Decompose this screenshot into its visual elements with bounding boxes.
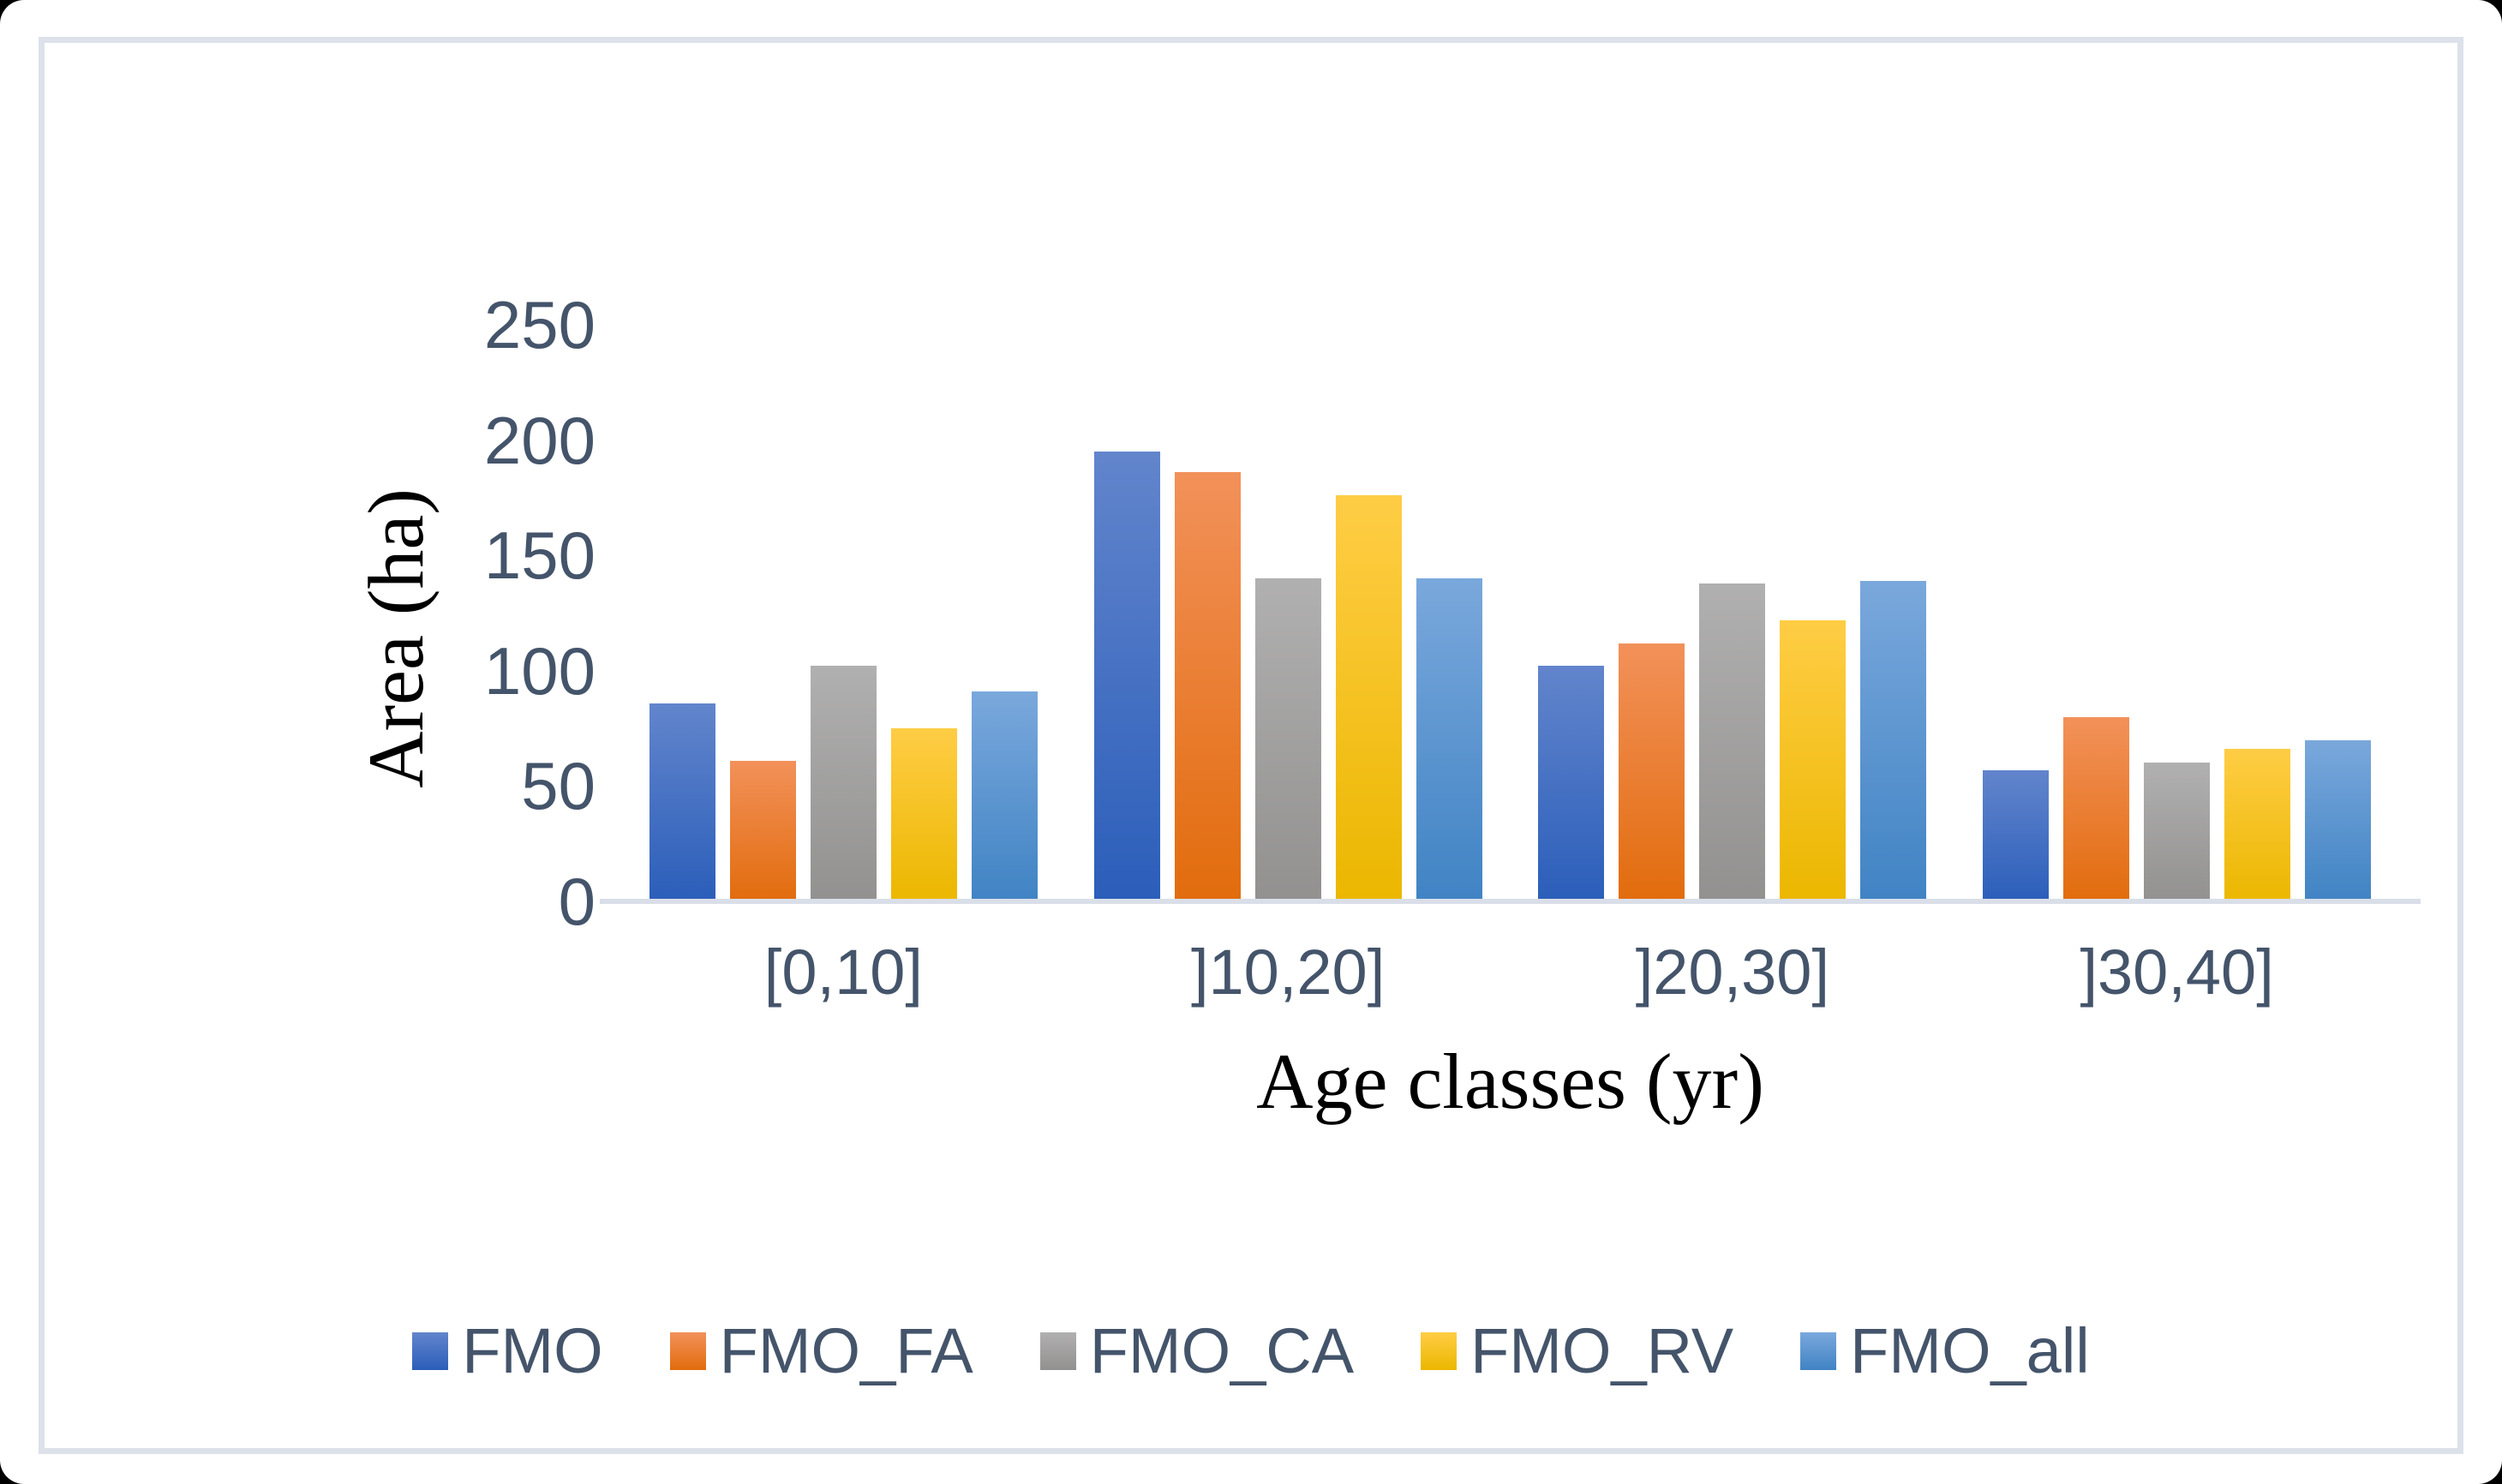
category-label: [0,10] xyxy=(763,936,923,1008)
bar-group-]20,30] xyxy=(1511,325,1955,901)
legend-swatch-FMO_RV xyxy=(1421,1332,1458,1370)
plot-area xyxy=(600,325,2421,904)
chart-border-frame xyxy=(39,37,2463,1454)
bar-groups xyxy=(621,325,2399,901)
legend-swatch-FMO_all xyxy=(1800,1332,1837,1370)
y-tick-label: 250 xyxy=(483,287,596,362)
legend-label: FMO_CA xyxy=(1089,1315,1355,1386)
bar-FMO_CA xyxy=(1254,578,1321,901)
y-tick-label: 50 xyxy=(521,748,596,824)
bar-FMO_FA xyxy=(1174,472,1241,901)
legend-item-FMO_all: FMO_all xyxy=(1800,1319,2090,1383)
bar-FMO_CA xyxy=(2144,763,2211,901)
y-tick-label: 100 xyxy=(483,632,596,709)
x-axis-title: Age classes (yr) xyxy=(1256,1038,1764,1125)
legend-label: FMO_FA xyxy=(719,1315,973,1386)
legend-item-FMO_RV: FMO_RV xyxy=(1421,1319,1733,1383)
bar-FMO_CA xyxy=(1699,583,1766,901)
legend-swatch-FMO_CA xyxy=(1039,1332,1076,1370)
bar-FMO_RV xyxy=(890,728,957,901)
bar-FMO_RV xyxy=(1780,619,1847,901)
y-tick-label: 150 xyxy=(483,518,596,594)
y-tick-label: 200 xyxy=(483,402,596,478)
y-tick-label: 0 xyxy=(558,864,596,939)
legend: FMO FMO_FA FMO_CA FMO_RV FMO_all xyxy=(0,1319,2502,1383)
bar-FMO_FA xyxy=(1619,643,1685,901)
bar-FMO_all xyxy=(2305,739,2372,901)
category-labels: [0,10] ]10,20] ]20,30] ]30,40] xyxy=(621,936,2399,1008)
bar-FMO_FA xyxy=(2063,716,2130,901)
legend-label: FMO_RV xyxy=(1470,1315,1734,1386)
legend-item-FMO_FA: FMO_FA xyxy=(669,1315,973,1386)
legend-item-FMO_CA: FMO_CA xyxy=(1039,1315,1355,1386)
bar-group-]10,20] xyxy=(1066,325,1511,901)
category-label: ]10,20] xyxy=(1190,936,1386,1008)
bar-FMO xyxy=(649,703,715,901)
bar-FMO_all xyxy=(1860,580,1927,901)
legend-item-FMO: FMO xyxy=(412,1315,603,1386)
bar-group-[0,10] xyxy=(621,325,1066,901)
legend-swatch-FMO_FA xyxy=(669,1332,706,1370)
x-axis-line xyxy=(600,899,2421,904)
bar-FMO_all xyxy=(971,691,1038,901)
category-label: ]20,30] xyxy=(1635,936,1830,1008)
bar-FMO xyxy=(1093,452,1160,901)
bar-FMO_CA xyxy=(810,666,877,901)
legend-swatch-FMO xyxy=(412,1332,449,1370)
bar-FMO_RV xyxy=(2224,749,2291,901)
category-label: ]30,40] xyxy=(2080,936,2274,1008)
legend-label: FMO xyxy=(462,1315,603,1386)
bar-FMO_all xyxy=(1416,578,1482,901)
bar-group-]30,40] xyxy=(1954,325,2399,901)
bar-FMO_FA xyxy=(729,760,796,901)
bar-FMO xyxy=(1983,769,2050,901)
bar-FMO xyxy=(1538,666,1605,901)
bar-FMO_RV xyxy=(1335,495,1402,901)
legend-label: FMO_all xyxy=(1850,1315,2090,1386)
